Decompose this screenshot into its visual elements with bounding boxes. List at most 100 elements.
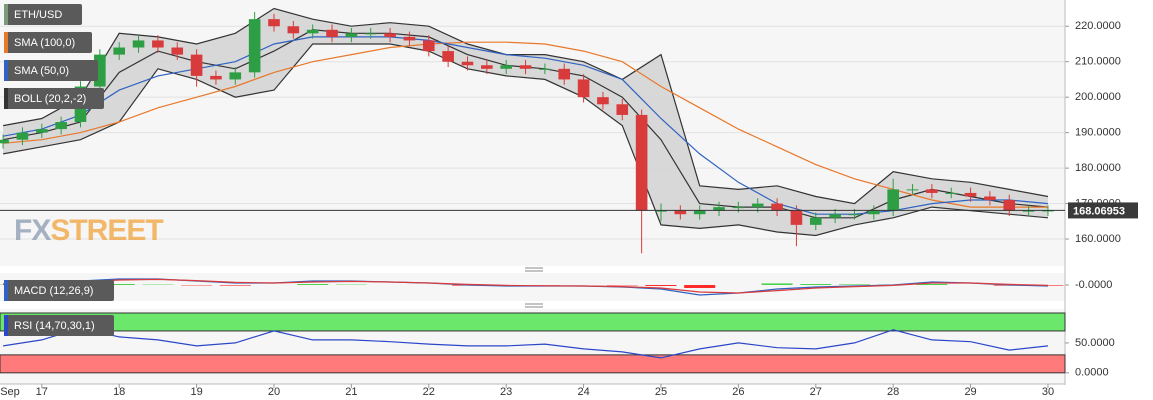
candle-body <box>693 210 706 215</box>
candle-body <box>1003 200 1016 211</box>
legend-swatch <box>4 32 8 53</box>
month-label: Sep <box>0 386 20 398</box>
legend-swatch <box>4 4 8 25</box>
sma-line <box>3 41 1048 208</box>
candle-body <box>94 54 106 87</box>
candle-body <box>829 214 841 218</box>
candle-body <box>519 65 532 69</box>
x-tick-label: 28 <box>887 386 899 398</box>
macd-line <box>3 278 1049 294</box>
legend-label: RSI (14,70,30,1) <box>14 320 95 332</box>
candle-body <box>577 79 590 98</box>
candle-body <box>171 47 184 55</box>
y-tick-label: -0.0000 <box>1075 279 1112 291</box>
x-tick-label: 29 <box>964 386 976 398</box>
candle-body <box>442 51 454 62</box>
macd-histogram-bar <box>103 284 135 285</box>
legend-label: MACD (12,26,9) <box>14 285 93 297</box>
candle-body <box>403 36 416 41</box>
x-tick-label: 21 <box>345 386 357 398</box>
candle-body <box>906 189 919 191</box>
legend-box <box>4 32 92 53</box>
candle-body <box>113 47 125 55</box>
candle-body <box>887 189 899 211</box>
macd-histogram-bar <box>838 284 870 285</box>
candle-body <box>732 207 745 209</box>
macd-histogram-bar <box>761 283 793 285</box>
x-tick-label: 24 <box>577 386 589 398</box>
candle-body <box>713 207 725 211</box>
oversold-zone <box>0 354 1066 374</box>
candle-body <box>287 26 300 34</box>
legend-swatch <box>4 88 8 109</box>
legend-box <box>4 280 114 301</box>
legend-box <box>4 88 104 109</box>
candle-body <box>384 33 396 37</box>
candle-body <box>229 72 242 80</box>
candle-body <box>635 114 648 211</box>
x-tick-label: 26 <box>732 386 744 398</box>
last-price-tag <box>1068 202 1138 219</box>
watermark: FXSTREET <box>14 214 163 247</box>
candle-body <box>751 203 764 208</box>
legend-swatch <box>4 315 8 336</box>
macd-histogram-bar <box>645 285 677 286</box>
x-tick-label: 23 <box>500 386 512 398</box>
candle-body <box>790 210 803 225</box>
candle-body <box>597 97 609 105</box>
macd-histogram-bar <box>219 285 251 286</box>
x-tick-label: 19 <box>190 386 202 398</box>
macd-histogram-bar <box>684 285 716 288</box>
candle-body <box>35 129 48 133</box>
x-tick-label: 27 <box>810 386 822 398</box>
candle-body <box>809 217 822 225</box>
candle-body <box>1022 210 1035 212</box>
watermark-part: FX <box>14 214 51 247</box>
macd-panel <box>0 273 1065 301</box>
candle-body <box>539 68 551 70</box>
candle-body <box>674 210 687 215</box>
rsi-line <box>3 327 1049 359</box>
y-tick-label: 210.0000 <box>1075 56 1121 68</box>
y-tick-label: 0.0000 <box>1075 367 1109 379</box>
y-tick-label: 200.0000 <box>1075 91 1121 103</box>
x-tick-label: 18 <box>113 386 125 398</box>
candle-body <box>461 61 474 66</box>
watermark-part: STREET <box>50 214 163 247</box>
legend-label: BOLL (20,2,-2) <box>14 93 86 105</box>
macd-histogram-bar <box>916 284 948 285</box>
candle-body <box>848 214 861 216</box>
candle-body <box>345 33 358 37</box>
y-tick-label: 50.0000 <box>1075 337 1115 349</box>
bollinger-band <box>3 8 1049 236</box>
legend-box <box>4 315 114 336</box>
macd-histogram-bar <box>297 284 329 285</box>
overbought-zone <box>0 312 1066 332</box>
legend-label: ETH/USD <box>14 9 62 21</box>
candle-body <box>500 65 512 69</box>
candle-body <box>422 40 435 52</box>
candle-body <box>55 122 67 130</box>
legend-box <box>4 4 82 25</box>
candle-body <box>326 29 338 37</box>
candle-body <box>655 210 667 212</box>
legend-swatch <box>4 60 8 81</box>
legend-swatch <box>4 280 8 301</box>
y-tick-label: 220.0000 <box>1075 20 1121 32</box>
candle-body <box>558 68 571 80</box>
candle-body <box>945 192 958 194</box>
candle-body <box>771 203 783 211</box>
y-tick-label: 180.0000 <box>1075 162 1121 174</box>
candle-body <box>190 54 203 76</box>
candle-body <box>152 40 164 48</box>
x-tick-label: 25 <box>655 386 667 398</box>
candle-body <box>868 210 880 215</box>
x-tick-label: 22 <box>423 386 435 398</box>
y-tick-label: 190.0000 <box>1075 127 1121 139</box>
bollinger-upper <box>2 7 1049 205</box>
legend-label: SMA (50,0) <box>14 65 69 77</box>
candle-body <box>481 65 493 69</box>
x-tick-label: 17 <box>36 386 48 398</box>
candle-body <box>248 19 261 73</box>
